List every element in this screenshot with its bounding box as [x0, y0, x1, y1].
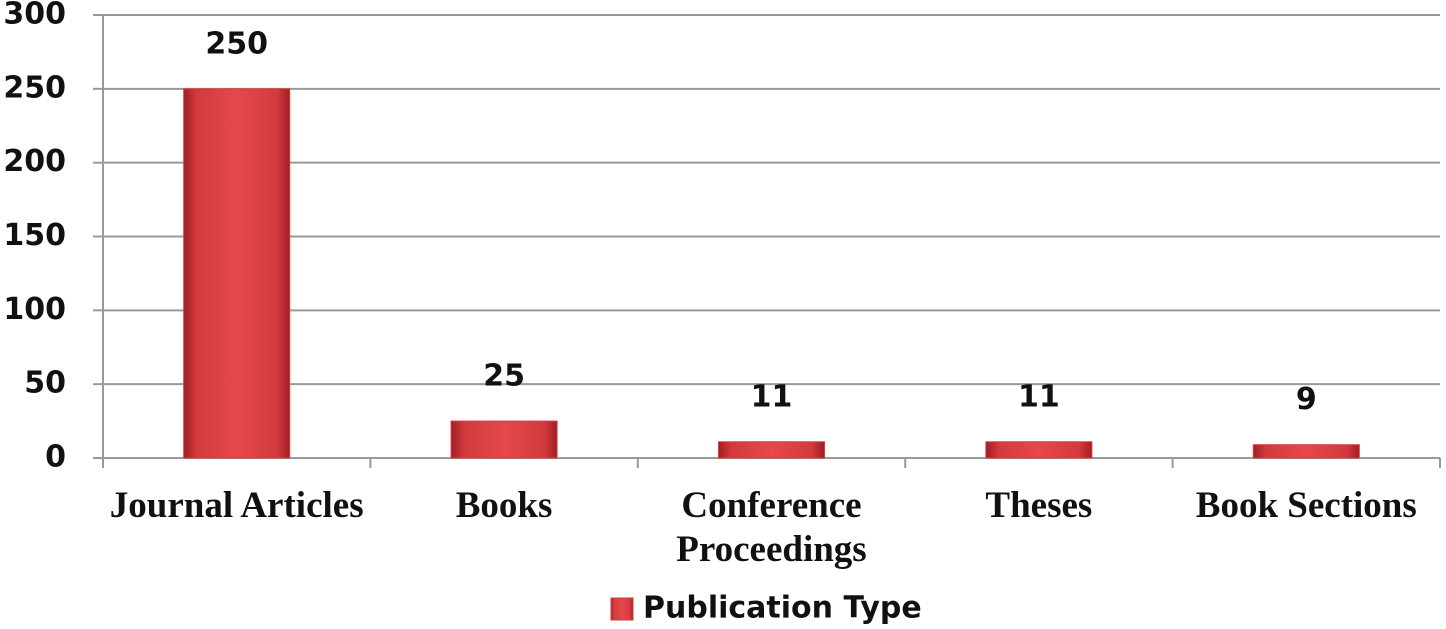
x-tick-label: Conference Proceedings [676, 485, 867, 570]
bar [1252, 444, 1360, 459]
value-label: 11 [1018, 379, 1060, 414]
y-tick-label: 300 [3, 0, 66, 32]
x-tick-label: Books [455, 485, 553, 526]
bar [985, 441, 1093, 459]
x-tick-label: Theses [985, 485, 1093, 526]
x-tick-label-box: Journal Articles [109, 485, 364, 526]
value-label: 11 [751, 379, 793, 414]
y-tick-label: 200 [3, 144, 66, 179]
value-label: 25 [483, 359, 525, 394]
legend-swatch [610, 597, 634, 621]
x-tick-label-box: Books [455, 485, 553, 526]
y-tick-label: 100 [3, 292, 66, 327]
y-tick-label: 50 [24, 366, 66, 401]
bar [718, 441, 825, 459]
value-label: 250 [205, 26, 268, 61]
legend-label: Publication Type [643, 591, 922, 626]
legend: Publication Type [610, 591, 922, 626]
x-tick-label-box: Book Sections [1195, 485, 1417, 526]
y-tick-label: 250 [3, 70, 66, 105]
bar [450, 420, 558, 459]
y-tick-label: 0 [45, 440, 66, 475]
x-tick-label: Journal Articles [109, 485, 364, 526]
x-tick-label: Book Sections [1195, 485, 1417, 526]
value-label: 9 [1296, 382, 1317, 417]
y-tick-label: 150 [3, 218, 66, 253]
bar [183, 88, 291, 459]
x-tick-label-box: Theses [985, 485, 1093, 526]
x-tick-label-box: Conference Proceedings [676, 485, 867, 570]
